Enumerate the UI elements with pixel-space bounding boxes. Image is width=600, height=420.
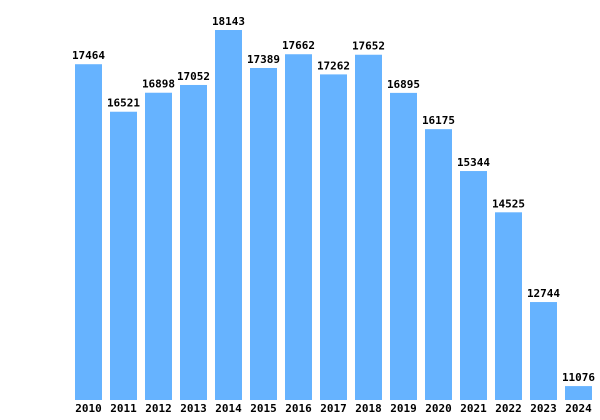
x-axis-ticks: 2010 2011 2012 2013 2014 2015 2016 2017 2018 2019… [75, 402, 592, 415]
x-tick-label-2022: 2022 [495, 402, 522, 415]
x-tick-label-2010: 2010 [75, 402, 102, 415]
bar-2020 [425, 129, 452, 401]
value-label-2010: 17464 [72, 49, 105, 62]
value-label-2017: 17262 [317, 59, 350, 72]
x-tick-label-2024: 2024 [565, 402, 592, 415]
value-label-2015: 17389 [247, 53, 280, 66]
x-tick-label-2013: 2013 [180, 402, 207, 415]
value-label-2011: 16521 [107, 97, 140, 110]
bar-2013 [180, 84, 207, 400]
bar-2014 [215, 30, 242, 400]
value-label-2021: 15344 [457, 156, 490, 169]
x-tick-label-2014: 2014 [215, 402, 242, 415]
x-tick-label-2018: 2018 [355, 402, 382, 415]
value-label-2014: 18143 [212, 15, 245, 28]
bar-2017 [320, 74, 347, 400]
x-tick-label-2020: 2020 [425, 402, 452, 415]
x-tick-label-2016: 2016 [285, 402, 312, 415]
bar-2015 [250, 67, 277, 400]
x-tick-label-2012: 2012 [145, 402, 172, 415]
value-label-2019: 16895 [387, 78, 420, 91]
bar-2019 [390, 92, 417, 401]
bar-2018 [355, 54, 382, 400]
x-tick-label-2011: 2011 [110, 402, 137, 415]
x-tick-label-2023: 2023 [530, 402, 557, 415]
bar-2023 [530, 302, 557, 400]
bar-2021 [460, 171, 487, 400]
value-label-2016: 17662 [282, 39, 315, 52]
value-label-2020: 16175 [422, 114, 455, 127]
bar-2024 [565, 386, 592, 400]
x-tick-label-2017: 2017 [320, 402, 347, 415]
bars-group [75, 30, 592, 401]
bar-2011 [110, 111, 137, 400]
x-tick-label-2015: 2015 [250, 402, 277, 415]
value-label-2022: 14525 [492, 197, 525, 210]
x-tick-label-2021: 2021 [460, 402, 487, 415]
value-label-2012: 16898 [142, 78, 175, 91]
bar-2022 [495, 212, 522, 400]
bar-2016 [285, 54, 312, 400]
value-label-2018: 17652 [352, 40, 385, 53]
value-label-2013: 17052 [177, 70, 210, 83]
bar-2012 [145, 92, 172, 400]
value-label-2024: 11076 [562, 371, 595, 384]
bar-2010 [75, 64, 102, 401]
x-tick-label-2019: 2019 [390, 402, 417, 415]
value-label-2023: 12744 [527, 287, 560, 300]
